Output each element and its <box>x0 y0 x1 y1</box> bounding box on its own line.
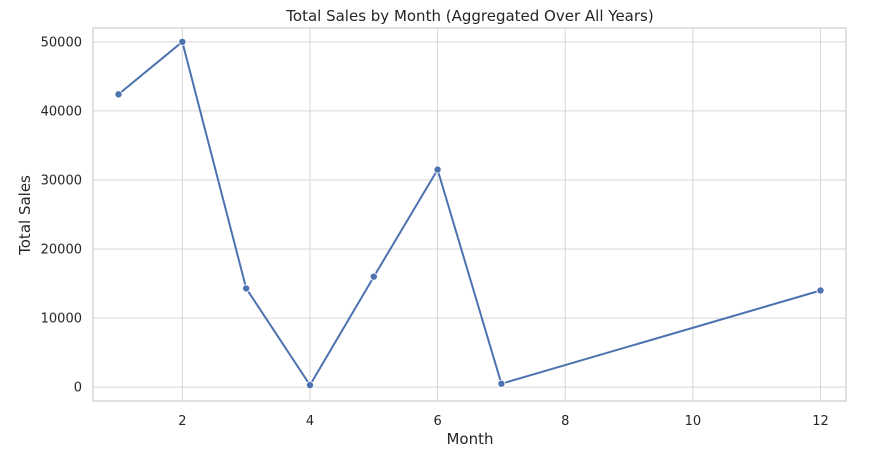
x-tick-label: 10 <box>685 414 702 429</box>
data-point <box>178 37 187 46</box>
x-tick-label: 12 <box>812 414 829 429</box>
data-point <box>305 381 314 390</box>
data-point <box>114 90 123 99</box>
data-point <box>497 379 506 388</box>
series-layer <box>114 37 825 390</box>
data-point <box>816 286 825 295</box>
chart-title: Total Sales by Month (Aggregated Over Al… <box>285 7 653 25</box>
y-axis-label: Total Sales <box>16 175 34 256</box>
x-tick-label: 6 <box>433 414 441 429</box>
y-tick-label: 0 <box>74 381 82 396</box>
y-tick-label: 10000 <box>41 312 82 327</box>
y-tick-label: 30000 <box>41 173 82 188</box>
x-tick-label: 4 <box>306 414 314 429</box>
plot-frame <box>92 27 847 402</box>
x-tick-label: 8 <box>561 414 569 429</box>
y-tick-label: 20000 <box>41 243 82 258</box>
y-tick-label: 50000 <box>41 35 82 50</box>
tick-labels: 2 4 6 8 10 12 0 10000 20000 30000 40000 50000 <box>41 35 829 429</box>
data-point <box>242 284 251 293</box>
grid-lines <box>93 28 846 401</box>
series-line <box>117 40 821 387</box>
y-tick-label: 40000 <box>41 104 82 119</box>
x-tick-label: 2 <box>178 414 186 429</box>
data-point <box>433 165 442 174</box>
x-axis-label: Month <box>446 430 493 448</box>
data-point <box>369 272 378 281</box>
